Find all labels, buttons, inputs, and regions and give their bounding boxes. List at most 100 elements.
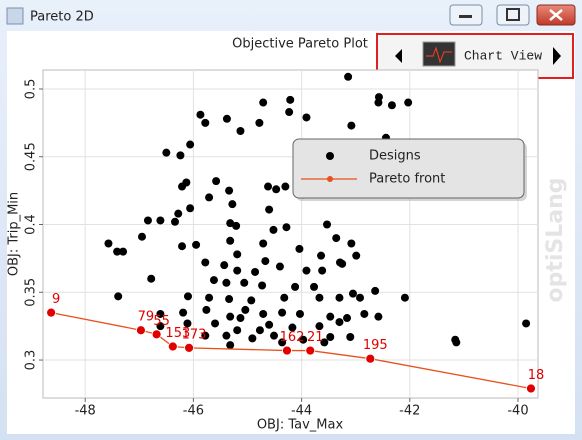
design-point [374,312,383,321]
design-point [143,216,152,225]
design-point [315,322,324,331]
design-point [265,320,274,329]
design-point [272,185,281,194]
design-point [113,247,122,256]
design-point [261,257,270,266]
design-point [222,331,231,340]
toolbar-label[interactable]: Chart View [464,48,542,63]
design-point [352,251,361,260]
design-point [335,318,344,327]
pareto-point [184,342,194,353]
design-point [225,186,234,195]
design-point [255,326,264,335]
design-point [295,244,304,253]
design-point [233,326,242,335]
pareto-point [167,341,178,352]
prev-view[interactable] [395,49,402,63]
design-point [371,286,380,295]
design-point [259,239,268,248]
design-point [288,323,297,332]
design-point [344,72,353,81]
design-point [302,113,311,122]
design-point [220,261,229,270]
point-label: 153 [165,326,190,341]
y-tick-label: 0.45 [24,142,39,171]
design-point [291,282,300,291]
design-point [452,338,461,347]
design-point [332,234,341,243]
design-point [156,309,165,318]
view-icon [422,41,456,67]
design-point [251,267,260,276]
design-point [338,259,347,268]
design-point [138,232,146,241]
design-point [225,295,234,304]
pareto-point [136,325,146,336]
design-point [182,178,191,187]
design-point [286,95,295,104]
x-tick-label: -44 [291,404,312,419]
y-axis-label: OBJ: Trip_Min [7,192,22,276]
design-point [222,114,231,123]
design-point [183,292,192,301]
design-point [315,293,324,302]
design-point [247,296,256,305]
design-point [259,98,268,107]
design-point [310,282,319,291]
design-point [156,216,165,225]
design-point [240,278,249,287]
y-tick-label: 0.3 [24,350,39,371]
design-point [400,293,409,302]
design-point [192,240,201,249]
design-point [119,247,128,256]
design-point [248,334,257,343]
design-point [299,335,308,344]
design-point [265,205,274,214]
point-label: 79 [138,310,155,325]
design-point [258,281,267,290]
legend-label: Designs [369,149,421,164]
design-point [282,223,291,232]
design-point [318,266,327,275]
design-point [280,293,289,302]
design-point [174,209,183,218]
design-point [209,276,218,285]
design-point [356,293,365,302]
app-icon [6,7,24,25]
design-point [201,118,210,127]
pareto-point [46,307,57,318]
legend [292,138,525,199]
design-point [196,110,205,119]
point-label: 18 [528,368,545,383]
design-point [226,236,235,245]
y-tick-label: 0.35 [24,278,39,307]
legend-label: Pareto front [369,172,445,187]
point-label: 195 [363,338,388,353]
design-point [346,333,355,342]
design-point [302,266,311,275]
point-label: 162 [280,330,305,345]
design-point [205,193,214,202]
design-point [347,121,356,130]
design-point [205,293,214,302]
design-point [259,309,268,318]
design-point [269,225,278,234]
point-label: 21 [307,330,324,345]
design-point [347,239,356,248]
design-point [222,278,231,287]
design-point [201,258,210,267]
design-point [241,305,250,314]
legend-marker [326,152,334,160]
pareto-point [305,345,316,356]
design-point [404,98,413,107]
design-point [374,98,383,107]
point-label: 9 [52,292,60,307]
next-view[interactable] [553,47,561,65]
maximize-button[interactable] [496,4,530,26]
design-point [176,151,185,160]
pareto-point [151,329,162,340]
x-tick-label: -48 [75,404,96,419]
design-point [236,314,245,323]
